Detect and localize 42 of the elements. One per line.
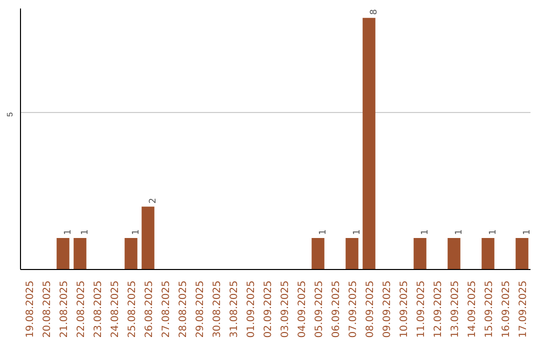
x-tick-label: 14.09.2025 — [467, 280, 478, 338]
x-tick-label: 05.09.2025 — [314, 280, 325, 338]
x-tick-label: 01.09.2025 — [246, 280, 257, 338]
x-tick-label: 30.08.2025 — [212, 280, 223, 338]
data-label: 1 — [80, 229, 90, 236]
data-label: 1 — [420, 229, 430, 236]
x-tick-label: 15.09.2025 — [484, 280, 495, 338]
x-tick-label: 20.08.2025 — [42, 280, 53, 338]
data-label: 1 — [64, 229, 74, 236]
x-tick-label: 03.09.2025 — [280, 280, 291, 338]
x-tick-label: 26.08.2025 — [144, 280, 155, 338]
data-label: 8 — [370, 8, 380, 15]
x-tick-label: 06.09.2025 — [331, 280, 342, 338]
x-tick-label: 21.08.2025 — [59, 280, 70, 338]
data-label: 1 — [522, 229, 532, 236]
data-label: 2 — [148, 198, 158, 204]
x-tick-label: 23.08.2025 — [93, 280, 104, 338]
x-tick-label: 19.08.2025 — [25, 280, 36, 338]
x-tick-label: 13.09.2025 — [450, 280, 461, 338]
data-label: 1 — [454, 229, 464, 236]
x-tick-label: 10.09.2025 — [399, 280, 410, 338]
x-tick-label: 11.09.2025 — [416, 280, 427, 338]
data-label: 1 — [318, 229, 328, 236]
x-tick-label: 28.08.2025 — [178, 280, 189, 338]
x-tick-label: 09.09.2025 — [382, 280, 393, 338]
x-tick-label: 25.08.2025 — [127, 280, 138, 338]
x-tick-label: 04.09.2025 — [297, 280, 308, 338]
x-tick-label: 16.09.2025 — [501, 280, 512, 338]
x-tick-label: 12.09.2025 — [433, 280, 444, 338]
data-label: 1 — [132, 229, 142, 236]
x-tick-label: 17.09.2025 — [518, 280, 529, 338]
x-tick-label: 07.09.2025 — [348, 280, 359, 338]
data-label: 1 — [488, 229, 498, 236]
x-tick-label: 24.08.2025 — [110, 280, 121, 338]
x-tick-label: 08.09.2025 — [365, 280, 376, 338]
x-tick-label: 29.08.2025 — [195, 280, 206, 338]
x-tick-label: 02.09.2025 — [263, 280, 274, 338]
data-label: 1 — [352, 229, 362, 236]
x-tick-label: 27.08.2025 — [161, 280, 172, 338]
x-tick-label: 31.08.2025 — [229, 280, 240, 338]
y-tick-label: 5 — [6, 112, 14, 117]
x-tick-label: 22.08.2025 — [76, 280, 87, 338]
